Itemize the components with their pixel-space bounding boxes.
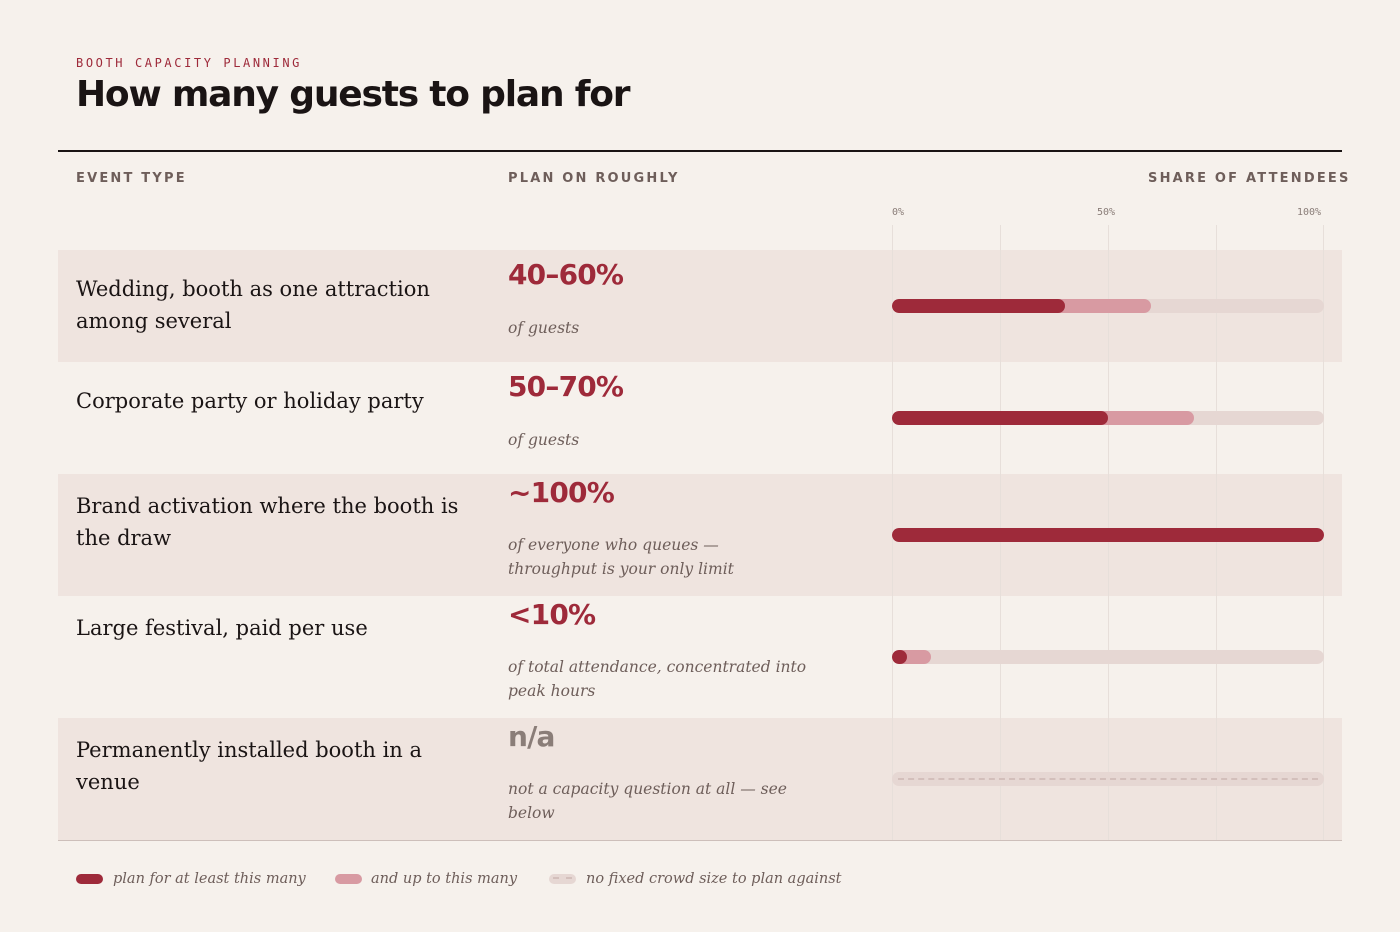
bar-lower [892, 411, 1108, 425]
bottom-rule [58, 840, 1342, 841]
plan-note: not a capacity question at all — see bel… [508, 780, 787, 822]
legend-label-max: and up to this many [371, 871, 518, 887]
bar-lower [892, 299, 1065, 313]
bar-lower [892, 528, 1324, 542]
column-header-share-of-attendees: SHARE OF ATTENDEES [1148, 171, 1351, 186]
x-tick-label: 50% [1097, 207, 1116, 218]
plan-note: of guests [508, 319, 580, 337]
bar-track [892, 411, 1324, 425]
section-eyebrow: BOOTH CAPACITY PLANNING [76, 56, 302, 70]
plan-figure: <10% [508, 598, 596, 631]
bar-no-range-dash [898, 778, 1318, 780]
page-title: How many guests to plan for [76, 74, 630, 115]
event-type-label: Corporate party or holiday party [76, 389, 424, 413]
header-rule [58, 150, 1342, 152]
plan-figure: ~100% [508, 476, 615, 509]
plan-figure: 50–70% [508, 370, 624, 403]
plan-figure: 40–60% [508, 258, 624, 291]
table-row: Large festival, paid per use <10% of tot… [58, 596, 1342, 718]
event-type-label: Brand activation where the booth is the … [76, 494, 459, 550]
table-row: Corporate party or holiday party 50–70% … [58, 362, 1342, 474]
legend-swatch-max [335, 874, 362, 884]
event-type-label: Permanently installed booth in a venue [76, 738, 423, 794]
event-type-label: Wedding, booth as one attraction among s… [76, 277, 430, 333]
table-row: Permanently installed booth in a venue n… [58, 718, 1342, 840]
bar-track [892, 299, 1324, 313]
event-type-label: Large festival, paid per use [76, 616, 368, 640]
plan-note: of total attendance, concentrated into p… [508, 658, 807, 700]
legend-swatch-none [549, 874, 576, 884]
legend-label-none: no fixed crowd size to plan against [586, 871, 842, 887]
plan-note: of everyone who queues — throughput is y… [508, 536, 734, 578]
legend-swatch-min [76, 874, 103, 884]
bar-track [892, 528, 1324, 542]
bar-lower [892, 650, 907, 664]
x-tick-label: 100% [1297, 207, 1322, 218]
column-header-plan-on-roughly: PLAN ON ROUGHLY [508, 171, 680, 186]
legend-dash [553, 877, 572, 879]
plan-figure: n/a [508, 720, 555, 753]
bar-track [892, 772, 1324, 786]
x-tick-label: 0% [892, 207, 905, 218]
plan-note: of guests [508, 431, 580, 449]
bar-track [892, 650, 1324, 664]
legend-label-min: plan for at least this many [113, 871, 306, 887]
column-header-event-type: EVENT TYPE [76, 171, 187, 186]
